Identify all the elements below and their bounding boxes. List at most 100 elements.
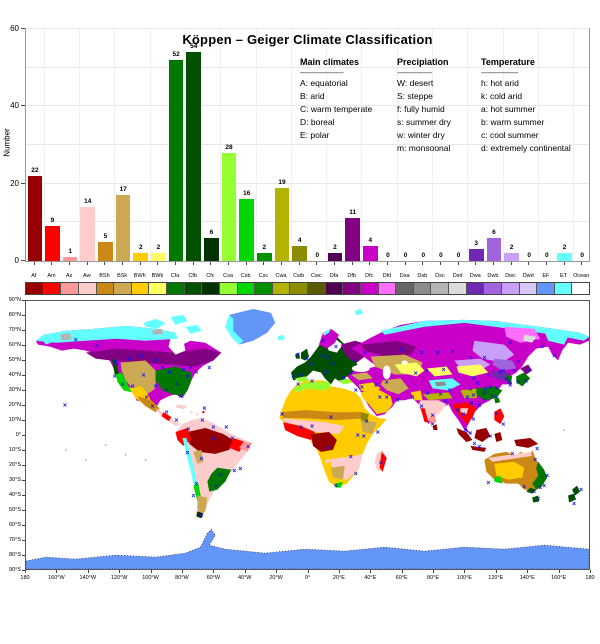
- legend-header: Precipiation: [397, 57, 449, 67]
- lon-tick: [150, 570, 152, 573]
- lon-tick-label: 0°: [304, 575, 311, 581]
- bar-Dwb: [486, 237, 502, 261]
- climate-zone-Csa: [323, 380, 331, 389]
- x-tick: [581, 262, 583, 265]
- station-marker: ×: [532, 489, 536, 496]
- colorbar-swatch-BSh: [96, 283, 115, 294]
- station-marker: ×: [114, 359, 118, 366]
- colorbar-swatch-Cfa: [167, 283, 185, 294]
- station-marker: ×: [164, 388, 168, 395]
- station-marker: ×: [522, 484, 526, 491]
- lat-tick: [22, 465, 25, 466]
- bar-Cfa: [168, 59, 184, 261]
- legend-header: Main climates: [300, 57, 360, 67]
- station-marker: ×: [74, 337, 78, 344]
- climate-zone-Am: [494, 408, 505, 425]
- x-tick: [210, 262, 212, 265]
- station-marker: ×: [542, 483, 546, 490]
- lat-tick-label: 10°S: [9, 447, 21, 453]
- bar-BWh: [133, 253, 149, 261]
- x-tick: [439, 262, 441, 265]
- x-tick: [104, 262, 106, 265]
- lon-tick-label: 160°E: [551, 575, 567, 581]
- lat-tick: [22, 555, 25, 556]
- station-marker: ×: [354, 388, 358, 395]
- climate-zone-Cfb: [572, 485, 581, 496]
- colorbar-label-Dfb: Dfb: [347, 273, 356, 279]
- climate-zone-Cfa: [207, 467, 232, 492]
- lat-tick: [22, 510, 25, 511]
- bar-value-label: 0: [439, 252, 443, 259]
- station-marker: ×: [238, 466, 242, 473]
- station-marker: ×: [185, 374, 189, 381]
- colorbar-swatch-As: [61, 283, 79, 294]
- lon-tick: [181, 570, 183, 573]
- station-marker: ×: [482, 355, 486, 362]
- station-marker: ×: [230, 435, 234, 442]
- colorbar-label-Aw: Aw: [83, 273, 91, 279]
- station-marker: ×: [524, 379, 528, 386]
- climate-zone-Af: [514, 437, 539, 448]
- colorbar-swatch-BWk: [149, 283, 167, 294]
- legend-item: A: equatorial: [300, 78, 348, 88]
- station-marker: ×: [353, 358, 357, 365]
- lat-tick-label: 80°S: [9, 552, 21, 558]
- x-tick: [510, 262, 512, 265]
- lon-tick: [464, 570, 466, 573]
- colorbar-label-Dwd: Dwd: [522, 273, 534, 279]
- bar-Dfc: [362, 245, 378, 261]
- station-marker: ×: [321, 353, 325, 360]
- station-marker: ×: [490, 394, 494, 401]
- station-marker: ×: [447, 388, 451, 395]
- colorbar-label-Csc: Csc: [258, 273, 269, 279]
- climate-zone-Af: [470, 445, 487, 452]
- legend-item: b: warm summer: [481, 117, 545, 127]
- lon-tick: [87, 570, 89, 573]
- station-marker: ×: [501, 421, 505, 428]
- map-africa: [279, 380, 387, 488]
- bar-value-label: 2: [509, 244, 514, 252]
- legend-item: B: arid: [300, 91, 325, 101]
- climate-zone-ET: [39, 332, 56, 345]
- bar-Cwb: [292, 245, 307, 261]
- climate-zone-BSh: [137, 396, 160, 413]
- station-marker: ×: [329, 414, 333, 421]
- lon-tick-label: 60°W: [206, 575, 221, 581]
- climate-zone-BSk: [193, 449, 204, 464]
- station-marker: ×: [164, 409, 168, 416]
- station-marker: ×: [299, 424, 303, 431]
- climate-zone-Cfb: [301, 348, 309, 361]
- bar-Aw: [80, 206, 96, 261]
- station-marker: ×: [508, 340, 512, 347]
- station-marker: ×: [488, 385, 492, 392]
- station-marker: ×: [154, 358, 158, 365]
- legend-header: Temperature: [481, 57, 535, 67]
- x-tick: [492, 262, 494, 265]
- station-marker: ×: [174, 382, 178, 389]
- x-tick: [245, 262, 247, 265]
- colorbar-swatch-Cfb: [184, 283, 203, 294]
- map-south-america: [175, 418, 253, 519]
- colorbar-swatch-Dsd: [449, 283, 467, 294]
- lon-tick: [401, 570, 403, 573]
- station-marker: ×: [214, 483, 218, 490]
- colorbar-label-BWk: BWk: [151, 273, 164, 279]
- legend-item: c: cool summer: [481, 130, 539, 140]
- station-marker: ×: [516, 380, 520, 387]
- legend-item: E: polar: [300, 130, 330, 140]
- x-tick: [122, 262, 124, 265]
- climate-zone-Csb: [494, 475, 503, 484]
- legend-item: C: warm temperate: [300, 104, 373, 114]
- colorbar-label-BSh: BSh: [99, 273, 110, 279]
- lat-tick-label: 70°N: [8, 327, 21, 333]
- station-marker: ×: [321, 338, 325, 345]
- bar-value-label: 0: [580, 252, 584, 259]
- station-marker: ×: [360, 385, 364, 392]
- bar-Af: [27, 175, 43, 261]
- y-tick-label: 60: [10, 24, 19, 33]
- climate-zone-Cfa: [516, 372, 531, 387]
- legend-item: k: cold arid: [481, 91, 523, 101]
- colorbar-label-Dsd: Dsd: [452, 273, 463, 279]
- bar-Csc: [257, 253, 272, 261]
